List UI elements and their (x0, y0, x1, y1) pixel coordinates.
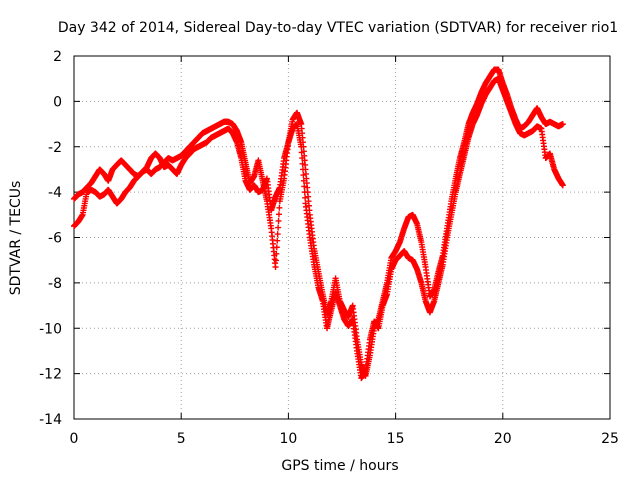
data-point (275, 217, 282, 224)
data-point (272, 257, 279, 264)
x-tick-label: 25 (601, 431, 619, 447)
y-tick-label: -2 (48, 140, 62, 156)
y-tick-label: -6 (48, 231, 62, 247)
data-point (273, 250, 280, 257)
x-axis-label: GPS time / hours (281, 458, 398, 474)
y-axis-label: SDTVAR / TECUs (8, 181, 24, 296)
chart-title: Day 342 of 2014, Sidereal Day-to-day VTE… (58, 20, 618, 36)
data-point (274, 237, 281, 244)
x-tick-label: 10 (279, 431, 297, 447)
data-point (275, 224, 282, 231)
data-point (299, 160, 306, 167)
x-tick-label: 15 (387, 431, 405, 447)
series-2 (71, 75, 566, 382)
series-1 (71, 66, 566, 379)
data-point (301, 183, 308, 190)
data-point (300, 172, 307, 179)
y-tick-label: -4 (48, 185, 62, 201)
data-point (273, 244, 280, 251)
y-tick-label: -12 (39, 367, 62, 383)
data-point (298, 143, 305, 150)
y-tick-label: -10 (39, 321, 62, 337)
x-tick-label: 5 (177, 431, 186, 447)
y-tick-label: 0 (53, 94, 62, 110)
data-point (275, 211, 282, 218)
data-point (559, 182, 566, 189)
x-tick-label: 0 (70, 431, 79, 447)
data-marks (71, 66, 566, 382)
data-point (299, 166, 306, 173)
x-tick-label: 20 (494, 431, 512, 447)
y-tick-label: 2 (53, 49, 62, 65)
data-point (272, 263, 279, 270)
data-point (299, 155, 306, 162)
gridlines (74, 56, 610, 419)
data-point (298, 149, 305, 156)
data-point (302, 194, 309, 201)
data-point (274, 231, 281, 238)
data-point (301, 189, 308, 196)
data-point (559, 121, 566, 128)
data-point (300, 177, 307, 184)
y-tick-label: -8 (48, 276, 62, 292)
data-point (276, 204, 283, 211)
y-tick-label: -14 (39, 412, 62, 428)
